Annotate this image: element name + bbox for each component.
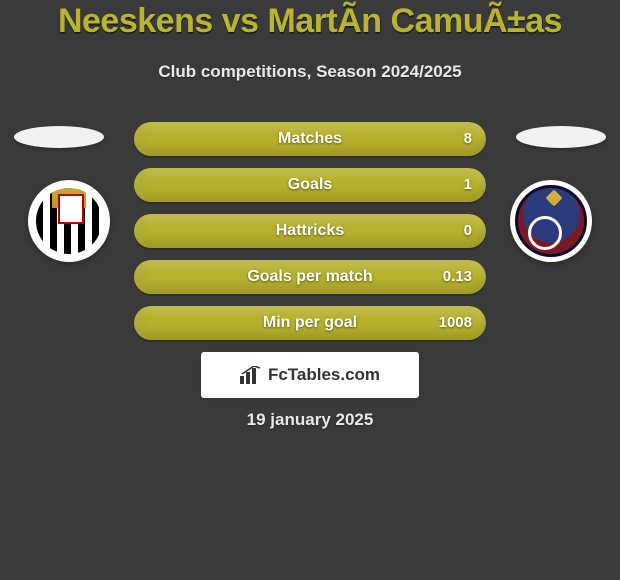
bar-value-right: 8 [464,122,472,156]
chart-icon [240,366,262,384]
bar-label: Min per goal [134,306,486,340]
stat-row: Min per goal1008 [134,306,486,340]
left-club-icon [36,188,102,254]
right-player-oval [516,126,606,148]
brand-badge[interactable]: FcTables.com [201,352,419,398]
page-title: Neeskens vs MartÃ­n CamuÃ±as [0,2,620,41]
bar-label: Matches [134,122,486,156]
bar-value-right: 0.13 [443,260,472,294]
left-club-badge [28,180,110,262]
stat-row: Goals per match0.13 [134,260,486,294]
bar-label: Goals per match [134,260,486,294]
stat-bars: Matches8Goals1Hattricks0Goals per match0… [134,122,486,352]
stat-row: Matches8 [134,122,486,156]
brand-text: FcTables.com [268,365,380,385]
subtitle: Club competitions, Season 2024/2025 [0,62,620,82]
stat-row: Goals1 [134,168,486,202]
right-club-icon [515,185,587,257]
bar-label: Hattricks [134,214,486,248]
right-club-badge [510,180,592,262]
stat-row: Hattricks0 [134,214,486,248]
title-text: Neeskens vs MartÃ­n CamuÃ±as [58,2,562,40]
bar-value-right: 1 [464,168,472,202]
left-player-oval [14,126,104,148]
bar-value-right: 0 [464,214,472,248]
widget-root: Neeskens vs MartÃ­n CamuÃ±as Club compet… [0,0,620,580]
bar-value-right: 1008 [439,306,472,340]
date-text: 19 january 2025 [0,410,620,430]
bar-label: Goals [134,168,486,202]
